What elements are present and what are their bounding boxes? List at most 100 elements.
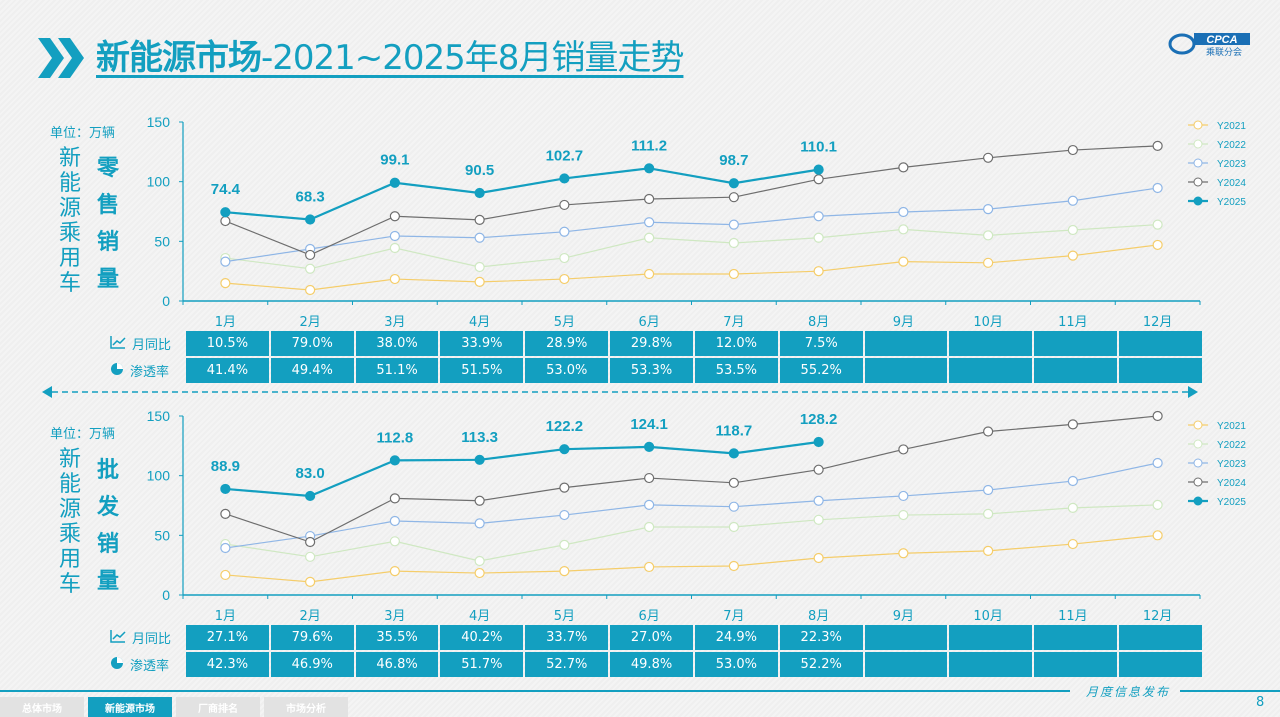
series-line-Y2022 [225, 224, 1158, 270]
data-point-Y2025 [389, 455, 400, 466]
table-cell [1119, 331, 1202, 356]
table-cell: 27.0% [610, 625, 693, 650]
data-point-Y2024 [220, 215, 231, 227]
pie-chart-icon [110, 656, 124, 674]
table-cell: 51.5% [440, 358, 524, 383]
data-point-Y2023 [898, 490, 909, 502]
retail-stats-table: 月同比 10.5% 79.0% 38.0% 33.9% 28.9% 29.8% 12.0% 7.… [100, 331, 1202, 385]
x-tick-label: 4月 [469, 315, 490, 330]
data-point-Y2025 [559, 173, 570, 184]
data-point-Y2021 [305, 576, 316, 587]
footer-tab[interactable]: 新能源市场 [88, 697, 172, 717]
wholesale-stats-table: 月同比 27.1% 79.6% 35.5% 40.2% 33.7% 27.0% 24.9% 22… [100, 625, 1202, 679]
data-point-Y2024 [389, 493, 400, 504]
data-point-Y2023 [644, 499, 655, 511]
series-line-Y2021 [225, 244, 1158, 291]
table-cell [949, 625, 1033, 650]
data-point-Y2024 [644, 472, 655, 484]
data-point-Y2021 [389, 273, 400, 285]
data-point-Y2024 [644, 193, 655, 205]
data-point-Y2022 [644, 521, 655, 533]
legend-marker-Y2023 [1193, 458, 1203, 468]
x-tick-label: 2月 [299, 315, 320, 330]
table-cell: 49.4% [270, 358, 354, 383]
data-point-Y2022 [644, 232, 655, 243]
table-cell: 7.5% [779, 331, 863, 356]
data-point-Y2024 [474, 214, 485, 225]
data-point-Y2021 [389, 566, 400, 577]
legend-label: Y2023 [1217, 159, 1246, 170]
x-tick-label: 5月 [554, 315, 575, 330]
x-tick-label: 6月 [638, 315, 659, 330]
data-point-Y2025 [220, 483, 231, 495]
data-point-Y2023 [728, 219, 739, 230]
data-point-Y2024 [1067, 419, 1078, 430]
data-point-Y2024 [983, 152, 994, 163]
table-cell: 55.2% [779, 358, 863, 383]
footer-tab[interactable]: 厂商排名 [176, 697, 260, 717]
data-point-Y2022 [1067, 224, 1078, 236]
y-tick-label: 0 [162, 587, 170, 603]
data-point-Y2025 [813, 436, 824, 448]
table-cell [949, 358, 1033, 383]
table-cell [864, 358, 948, 383]
table-cell: 46.9% [270, 652, 354, 677]
svg-text:乘联分会: 乘联分会 [1206, 46, 1242, 56]
table-cell: 53.0% [525, 358, 609, 383]
data-point-Y2021 [474, 276, 485, 288]
table-cell: 51.7% [440, 652, 524, 677]
table-cell: 27.1% [186, 625, 269, 650]
x-tick-label: 8月 [808, 315, 829, 330]
data-point-Y2024 [305, 249, 316, 261]
data-point-Y2024 [305, 536, 316, 548]
x-tick-label: 3月 [384, 315, 405, 330]
table-row: 月同比 27.1% 79.6% 35.5% 40.2% 33.7% 27.0% 24.9% 22… [100, 625, 1202, 650]
series-line-Y2023 [225, 462, 1158, 549]
table-cell: 53.0% [694, 652, 778, 677]
data-label: 68.3 [296, 188, 325, 205]
x-tick-label: 6月 [638, 609, 659, 624]
footer: 总体市场 新能源市场 厂商排名 市场分析 月度信息发布 8 [0, 685, 1280, 717]
x-tick-label: 4月 [469, 609, 490, 624]
data-point-Y2021 [983, 545, 994, 556]
data-point-Y2023 [813, 211, 824, 222]
y-tick-label: 50 [154, 527, 170, 543]
table-cell [864, 331, 948, 356]
y-tick-label: 100 [147, 174, 171, 190]
data-point-Y2024 [728, 477, 739, 488]
x-tick-label: 8月 [808, 609, 829, 624]
data-point-Y2025 [559, 444, 570, 455]
data-point-Y2022 [474, 555, 485, 567]
table-cell [864, 652, 948, 677]
legend-label: Y2023 [1217, 459, 1246, 470]
y-tick-label: 100 [147, 468, 171, 484]
data-label: 99.1 [380, 152, 409, 169]
x-tick-label: 7月 [723, 315, 744, 330]
data-point-Y2022 [389, 242, 400, 254]
data-point-Y2022 [898, 509, 909, 521]
series-line-Y2021 [225, 534, 1158, 583]
series-line-Y2025 [225, 440, 819, 498]
data-point-Y2023 [389, 230, 400, 242]
data-point-Y2021 [728, 560, 739, 572]
series-line-Y2022 [225, 504, 1158, 562]
x-tick-label: 9月 [893, 609, 914, 624]
data-point-Y2022 [559, 252, 570, 264]
data-point-Y2024 [813, 174, 824, 185]
row-label: 月同比 [100, 331, 184, 356]
legend-marker-Y2021 [1193, 420, 1203, 430]
page-title: 新能源市场-2021~2025年8月销量走势 [96, 30, 684, 79]
x-tick-label: 9月 [893, 315, 914, 330]
data-point-Y2025 [305, 214, 316, 225]
legend-marker-Y2023 [1193, 158, 1203, 168]
footer-tab[interactable]: 总体市场 [0, 697, 84, 717]
table-cell: 51.1% [355, 358, 439, 383]
data-point-Y2022 [898, 224, 909, 235]
x-tick-label: 10月 [973, 609, 1003, 624]
data-point-Y2023 [983, 484, 994, 496]
footer-tab[interactable]: 市场分析 [264, 697, 348, 717]
table-cell: 22.3% [779, 625, 863, 650]
data-label: 102.7 [546, 147, 584, 164]
data-point-Y2025 [474, 454, 485, 465]
data-point-Y2024 [559, 482, 570, 493]
